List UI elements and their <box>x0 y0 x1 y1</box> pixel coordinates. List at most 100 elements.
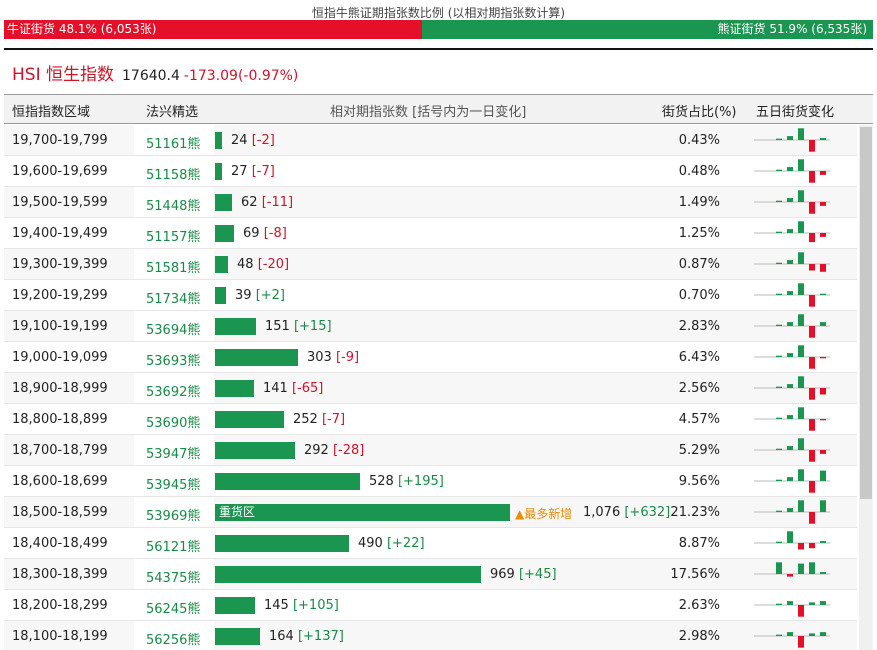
table-row[interactable]: 18,500-18,599 53969熊 重货区 ▲最多新增 1,076 [+632… <box>4 497 857 528</box>
table-row[interactable]: 19,300-19,399 51581熊 48 [-20] 0.87% <box>4 249 857 280</box>
table-row[interactable]: 18,300-18,399 54375熊 969 [+45] 17.56% <box>4 559 857 590</box>
contracts-value: 528 [+195] <box>369 474 444 489</box>
table-row[interactable]: 18,600-18,699 53945熊 528 [+195] 9.56% <box>4 466 857 497</box>
spark-bar <box>798 407 804 419</box>
range-cell: 19,300-19,399 <box>12 257 108 272</box>
code-cell: 51158熊 <box>134 156 214 186</box>
daily-change: [+2] <box>255 288 285 303</box>
warrant-code-link[interactable]: 56256熊 <box>146 633 201 648</box>
table-header: 恒指指数区域 法兴精选 相对期指张数 [括号内为一日变化] 街货占比(%) 五日… <box>4 94 873 124</box>
spark-bar <box>798 500 804 512</box>
table-row[interactable]: 18,700-18,799 53947熊 292 [-28] 5.29% <box>4 435 857 466</box>
contracts-number: 27 <box>231 164 248 179</box>
header-range[interactable]: 恒指指数区域 <box>12 105 91 120</box>
spark-bar <box>798 543 804 550</box>
contracts-value: 62 [-11] <box>241 195 293 210</box>
code-cell: 51448熊 <box>134 187 214 217</box>
warrant-code-link[interactable]: 53690熊 <box>146 416 201 431</box>
code-cell: 53693熊 <box>134 342 214 372</box>
daily-change: [-11] <box>261 195 294 210</box>
spark-bar <box>787 415 793 419</box>
code-cell: 56245熊 <box>134 590 214 620</box>
header-relative-contracts[interactable]: 相对期指张数 [括号内为一日变化] <box>330 105 527 120</box>
table-row[interactable]: 19,400-19,499 51157熊 69 [-8] 1.25% <box>4 218 857 249</box>
daily-change: [-2] <box>251 133 275 148</box>
warrant-code-link[interactable]: 51157熊 <box>146 230 201 245</box>
warrant-code-link[interactable]: 53969熊 <box>146 509 201 524</box>
warrant-code-link[interactable]: 53694熊 <box>146 323 201 338</box>
spark-bar <box>820 388 826 395</box>
warrant-code-link[interactable]: 54375熊 <box>146 571 201 586</box>
warrant-code-link[interactable]: 51158熊 <box>146 168 201 183</box>
warrant-code-link[interactable]: 51161熊 <box>146 137 201 152</box>
table-row[interactable]: 18,800-18,899 53690熊 252 [-7] 4.57% <box>4 404 857 435</box>
spark-bar <box>809 512 815 524</box>
bar-cell: 48 [-20] <box>214 249 664 279</box>
daily-change: [+15] <box>293 319 332 334</box>
outstanding-pct: 9.56% <box>678 474 720 489</box>
contracts-value: 27 [-7] <box>231 164 275 179</box>
five-day-sparkline <box>754 252 830 272</box>
table-row[interactable]: 18,200-18,299 56245熊 145 [+105] 2.63% <box>4 590 857 621</box>
table-row[interactable]: 19,700-19,799 51161熊 24 [-2] 0.43% <box>4 125 857 156</box>
spark-bar <box>809 326 815 338</box>
contracts-number: 141 <box>263 381 288 396</box>
spark-bar <box>798 221 804 233</box>
range-cell: 19,200-19,299 <box>12 288 108 303</box>
contracts-bar <box>215 256 228 273</box>
warrant-code-link[interactable]: 53947熊 <box>146 447 201 462</box>
warrant-code-link[interactable]: 51448熊 <box>146 199 201 214</box>
warrant-code-link[interactable]: 51581熊 <box>146 261 201 276</box>
warrant-code-link[interactable]: 53693熊 <box>146 354 201 369</box>
outstanding-pct: 0.87% <box>678 257 720 272</box>
contracts-number: 69 <box>243 226 260 241</box>
five-day-sparkline <box>754 438 830 462</box>
vertical-scrollbar[interactable] <box>859 125 873 650</box>
range-cell: 18,300-18,399 <box>12 567 108 582</box>
range-cell: 19,400-19,499 <box>12 226 108 241</box>
table-row[interactable]: 19,000-19,099 53693熊 303 [-9] 6.43% <box>4 342 857 373</box>
bar-cell: 39 [+2] <box>214 280 664 310</box>
spark-bar <box>787 353 793 357</box>
warrant-code-link[interactable]: 56121熊 <box>146 540 201 555</box>
contracts-bar <box>215 566 481 583</box>
table-row[interactable]: 19,100-19,199 53694熊 151 [+15] 2.83% <box>4 311 857 342</box>
header-code[interactable]: 法兴精选 <box>146 105 199 120</box>
spark-bar <box>798 376 804 388</box>
scrollbar-thumb[interactable] <box>860 127 872 499</box>
warrant-code-link[interactable]: 56245熊 <box>146 602 201 617</box>
table-row[interactable]: 18,100-18,199 56256熊 164 [+137] 2.98% <box>4 621 857 650</box>
warrant-code-link[interactable]: 53692熊 <box>146 385 201 400</box>
spark-bar <box>787 508 793 512</box>
header-outstanding-pct[interactable]: 街货占比(%) <box>662 105 737 120</box>
bar-cell: 528 [+195] <box>214 466 664 496</box>
table-row[interactable]: 19,500-19,599 51448熊 62 [-11] 1.49% <box>4 187 857 218</box>
contracts-value: 69 [-8] <box>243 226 287 241</box>
contracts-bar <box>215 225 234 242</box>
daily-change: [-20] <box>257 257 290 272</box>
table-row[interactable]: 18,900-18,999 53692熊 141 [-65] 2.56% <box>4 373 857 404</box>
spark-bar <box>820 322 826 326</box>
contracts-number: 24 <box>231 133 248 148</box>
outstanding-pct: 17.56% <box>670 567 720 582</box>
contracts-value: 1,076 [+632] <box>583 505 670 520</box>
spark-bar <box>820 601 826 605</box>
bull-ratio-segment: 牛证街货 48.1% (6,053张) <box>4 20 422 39</box>
table-row[interactable]: 19,200-19,299 51734熊 39 [+2] 0.70% <box>4 280 857 311</box>
table-row[interactable]: 18,400-18,499 56121熊 490 [+22] 8.87% <box>4 528 857 559</box>
bar-cell: 303 [-9] <box>214 342 664 372</box>
range-cell: 18,600-18,699 <box>12 474 108 489</box>
code-cell: 56121熊 <box>134 528 214 558</box>
bear-ratio-segment: 熊证街货 51.9% (6,535张) <box>421 20 873 39</box>
table-row[interactable]: 19,600-19,699 51158熊 27 [-7] 0.48% <box>4 156 857 187</box>
spark-bar <box>809 295 815 307</box>
spark-bar <box>798 314 804 326</box>
warrant-code-link[interactable]: 51734熊 <box>146 292 201 307</box>
warrant-code-link[interactable]: 53945熊 <box>146 478 201 493</box>
five-day-sparkline <box>754 376 830 400</box>
contracts-number: 969 <box>490 567 515 582</box>
range-cell: 18,800-18,899 <box>12 412 108 427</box>
spark-bar <box>776 562 782 574</box>
code-cell: 51734熊 <box>134 280 214 310</box>
five-day-sparkline <box>754 632 830 648</box>
